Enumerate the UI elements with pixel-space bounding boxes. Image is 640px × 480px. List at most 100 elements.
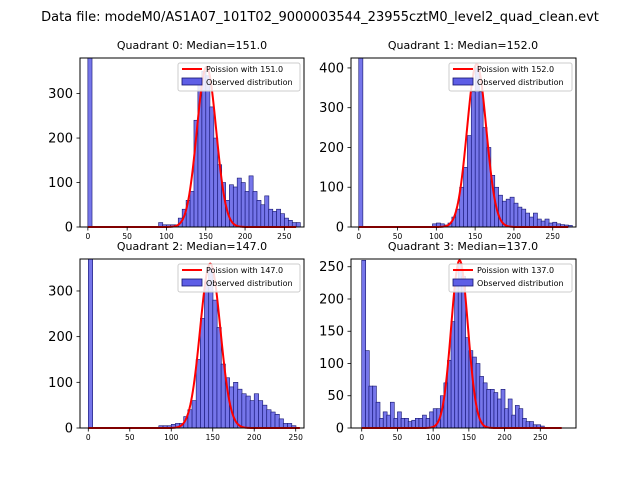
y-tick-label: 0 (65, 221, 73, 236)
x-tick-label: 250 (546, 232, 561, 241)
histogram-bar (463, 167, 468, 228)
y-tick-label: 100 (48, 376, 73, 391)
x-tick-label: 150 (206, 433, 221, 442)
histogram-bar (509, 196, 515, 228)
x-tick-label: 50 (125, 433, 135, 442)
x-tick-label: 200 (507, 232, 522, 241)
histogram-bar (358, 57, 364, 228)
histogram-bar (276, 208, 281, 228)
legend-hist-swatch (181, 77, 203, 86)
quadrant-3-ticks: 0 50 100 150 200 250 0 50 100 150 200 250 (319, 260, 547, 442)
histogram-bar (525, 212, 530, 228)
x-tick-label: 250 (277, 232, 292, 241)
histogram-bar (260, 204, 266, 228)
legend-fit-label: Poission with 152.0 (477, 65, 554, 74)
quadrant-1-bars (358, 57, 573, 228)
y-tick-label: 200 (48, 132, 73, 147)
quadrant-3-legend: Poission with 137.0 Observed distributio… (448, 263, 573, 293)
quadrant-0-title: Quadrant 0: Median=151.0 (117, 39, 267, 52)
histogram-bar (88, 258, 94, 429)
quadrant-2-legend: Poission with 147.0 Observed distributio… (177, 263, 301, 293)
x-tick-label: 0 (356, 232, 361, 241)
x-tick-label: 200 (247, 433, 262, 442)
histogram-bar (264, 195, 270, 228)
y-tick-label: 300 (319, 101, 344, 116)
legend-hist-label: Observed distribution (477, 78, 564, 87)
legend-hist-label: Observed distribution (477, 279, 564, 288)
quadrant-2-bars (88, 258, 297, 429)
quadrant-1-ticks: 0 50 100 150 200 250 0 100 200 300 400 (319, 61, 560, 241)
y-tick-label: 400 (319, 61, 344, 76)
histogram-bar (212, 299, 218, 429)
histogram-bar (189, 191, 195, 228)
x-tick-label: 0 (85, 232, 90, 241)
histogram-bar (467, 135, 472, 228)
histogram-bar (280, 213, 285, 228)
quadrant-3-frame (350, 258, 577, 429)
quadrant-1-legend: Poission with 152.0 Observed distributio… (448, 62, 573, 92)
histogram-bar (253, 393, 259, 429)
legend-fit-label: Poission with 137.0 (477, 266, 554, 275)
x-tick-label: 50 (122, 232, 132, 241)
histogram-bar (272, 211, 278, 228)
histogram-bar (474, 67, 480, 228)
x-tick-label: 200 (238, 232, 253, 241)
quadrant-3-title: Quadrant 3: Median=137.0 (388, 240, 538, 253)
histogram-bar (505, 198, 511, 228)
histogram-bar (258, 400, 264, 429)
histogram-bar (470, 91, 476, 228)
histogram-bar (513, 202, 519, 228)
x-tick-label: 100 (426, 433, 441, 442)
legend-hist-swatch (452, 278, 474, 287)
histogram-bar (232, 186, 238, 228)
histogram-bar (236, 177, 242, 228)
quadrant-1-frame (350, 57, 577, 228)
y-tick-label: 200 (48, 330, 73, 345)
y-tick-label: 0 (336, 221, 344, 236)
histogram-bar (268, 208, 274, 228)
legend-box (177, 62, 301, 92)
x-tick-label: 150 (462, 433, 477, 442)
x-tick-label: 0 (359, 433, 364, 442)
legend-fit-label: Poission with 151.0 (206, 65, 283, 74)
histogram-bar (213, 137, 219, 228)
quadrant-0-ticks: 0 50 100 150 200 250 0 100 200 300 (48, 87, 292, 241)
histogram-bar (517, 206, 523, 228)
histogram-bar (252, 191, 258, 228)
quadrant-3-panel: Quadrant 3: Median=137.0 0 50 100 150 200 250… (319, 240, 577, 442)
histogram-bar (278, 418, 284, 429)
histogram-bar (262, 404, 268, 429)
x-tick-label: 250 (289, 433, 304, 442)
legend-box (448, 62, 573, 92)
quadrant-2-frame (79, 258, 305, 429)
y-tick-label: 100 (319, 357, 344, 372)
histogram-bar (266, 409, 272, 429)
legend-hist-label: Observed distribution (206, 78, 293, 87)
histogram-bar (241, 393, 247, 429)
legend-box (177, 263, 301, 293)
quadrant-2-title: Quadrant 2: Median=147.0 (117, 240, 267, 253)
x-tick-label: 150 (199, 232, 214, 241)
x-tick-label: 200 (497, 433, 512, 442)
histogram-bar (87, 57, 93, 228)
quadrant-0-panel: Quadrant 0: Median=151.0 0 50 100 150 200 250… (48, 39, 305, 241)
histogram-bar (544, 218, 550, 228)
quadrant-1-title: Quadrant 1: Median=152.0 (388, 39, 538, 52)
histogram-bar (274, 413, 280, 429)
x-tick-label: 50 (393, 232, 403, 241)
histogram-bar (287, 220, 293, 228)
histogram-bar (256, 200, 262, 228)
histogram-bar (533, 212, 538, 228)
histogram-bar (201, 71, 207, 228)
legend-hist-swatch (452, 77, 474, 86)
x-tick-label: 0 (86, 433, 91, 442)
histogram-bar (270, 411, 276, 429)
histogram-bar (284, 217, 289, 228)
legend-box (448, 263, 573, 293)
histogram-bar (209, 106, 215, 228)
histogram-bar (240, 182, 246, 228)
histogram-bar (249, 400, 255, 429)
legend-hist-swatch (181, 278, 203, 287)
quadrant-2-ticks: 0 50 100 150 200 250 0 100 200 300 (48, 284, 303, 442)
quadrant-0-frame (79, 57, 305, 228)
